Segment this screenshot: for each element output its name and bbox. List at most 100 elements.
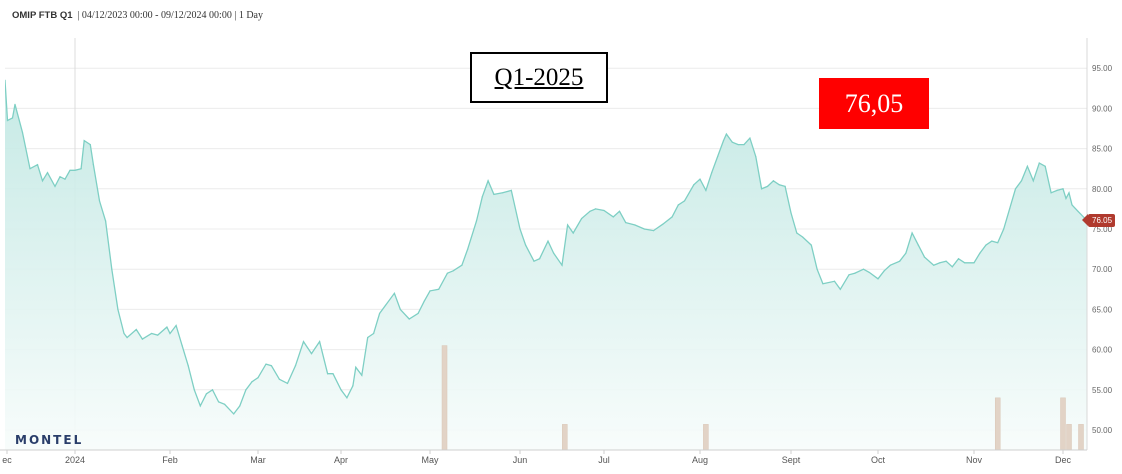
data-point: [699, 178, 701, 180]
data-point: [1009, 208, 1011, 210]
data-point: [46, 172, 49, 174]
data-point: [481, 196, 483, 198]
data-point: [731, 141, 733, 143]
x-tick-label: Mar: [250, 455, 266, 465]
data-point: [14, 103, 16, 105]
data-point: [979, 252, 981, 254]
data-point: [399, 308, 401, 310]
volume-bar: [703, 424, 709, 451]
data-point: [361, 374, 363, 376]
y-tick-label: 85.00: [1092, 145, 1113, 154]
data-point: [224, 403, 226, 405]
data-point: [652, 230, 655, 232]
data-point: [778, 184, 780, 186]
data-point: [166, 326, 168, 328]
y-tick-label: 70.00: [1092, 265, 1113, 274]
data-point: [1044, 165, 1046, 167]
data-point: [126, 336, 128, 339]
data-point: [822, 283, 824, 285]
x-tick-label: Jun: [513, 455, 528, 465]
data-point: [175, 324, 177, 327]
data-point: [373, 332, 375, 335]
data-point: [340, 389, 342, 391]
y-tick-label: 90.00: [1092, 104, 1113, 113]
x-tick-label: Dec: [1055, 455, 1072, 465]
x-tick-label: Sept: [782, 455, 801, 465]
y-tick-label: 80.00: [1092, 185, 1113, 194]
data-point: [501, 192, 504, 194]
x-tick-label: Aug: [692, 455, 708, 465]
data-point: [1065, 197, 1067, 200]
data-point: [475, 220, 478, 222]
last-price-tag: 76.05: [1081, 214, 1116, 228]
data-point: [286, 382, 289, 384]
data-point: [205, 393, 208, 395]
data-point: [539, 258, 541, 260]
x-tick-label: 2024: [65, 455, 85, 465]
data-point: [446, 272, 449, 274]
data-point: [693, 184, 695, 186]
data-point: [964, 262, 966, 264]
data-point: [839, 288, 841, 290]
chart-header: OMIP FTB Q1 | 04/12/2023 00:00 - 09/12/2…: [12, 10, 263, 21]
data-point: [1026, 165, 1028, 167]
data-point: [717, 156, 719, 158]
data-point: [245, 389, 247, 391]
data-point: [151, 332, 153, 335]
instrument-name: OMIP FTB Q1: [12, 10, 73, 21]
data-point: [111, 268, 113, 270]
data-point: [332, 373, 334, 375]
data-point: [346, 397, 348, 399]
data-point: [796, 232, 798, 234]
data-point: [833, 280, 836, 282]
data-point: [868, 271, 870, 274]
data-point: [265, 363, 267, 365]
volume-bar: [1078, 424, 1084, 451]
data-point: [899, 260, 901, 262]
data-point: [54, 185, 56, 187]
data-point: [251, 381, 253, 383]
data-point: [36, 164, 39, 166]
data-point: [487, 180, 489, 182]
data-point: [105, 220, 107, 222]
data-point: [1020, 180, 1023, 182]
data-point: [525, 244, 527, 246]
data-point: [997, 242, 999, 244]
y-tick-label: 95.00: [1092, 64, 1113, 73]
data-point: [270, 365, 272, 367]
data-point: [83, 139, 85, 142]
data-point: [677, 204, 679, 206]
data-point: [211, 389, 214, 391]
data-point: [98, 200, 101, 202]
data-point: [671, 216, 673, 218]
data-point: [755, 156, 757, 158]
data-point: [923, 256, 926, 258]
data-point: [802, 236, 804, 238]
data-point: [384, 304, 387, 306]
data-point: [945, 260, 947, 262]
data-point: [625, 221, 627, 224]
data-point: [761, 188, 763, 190]
data-point: [1071, 204, 1073, 206]
price-highlight-box: 76,05: [819, 78, 929, 129]
data-point: [618, 210, 621, 212]
x-tick-label: Oct: [871, 455, 886, 465]
y-tick-label: 55.00: [1092, 386, 1113, 395]
data-point: [581, 217, 583, 220]
data-point: [233, 413, 235, 415]
data-point: [1032, 180, 1034, 182]
data-point: [21, 131, 24, 134]
data-point: [589, 210, 591, 212]
data-point: [378, 312, 381, 315]
data-point: [705, 189, 707, 192]
data-point: [123, 332, 125, 335]
y-tick-label: 75.00: [1092, 225, 1113, 234]
data-point: [957, 258, 960, 260]
data-point: [985, 244, 987, 246]
montel-logo: MONTEL: [15, 433, 84, 447]
data-point: [493, 193, 495, 196]
x-tick-label: ec: [2, 455, 12, 465]
data-point: [169, 332, 171, 335]
data-point: [603, 209, 605, 212]
data-point: [117, 308, 119, 310]
